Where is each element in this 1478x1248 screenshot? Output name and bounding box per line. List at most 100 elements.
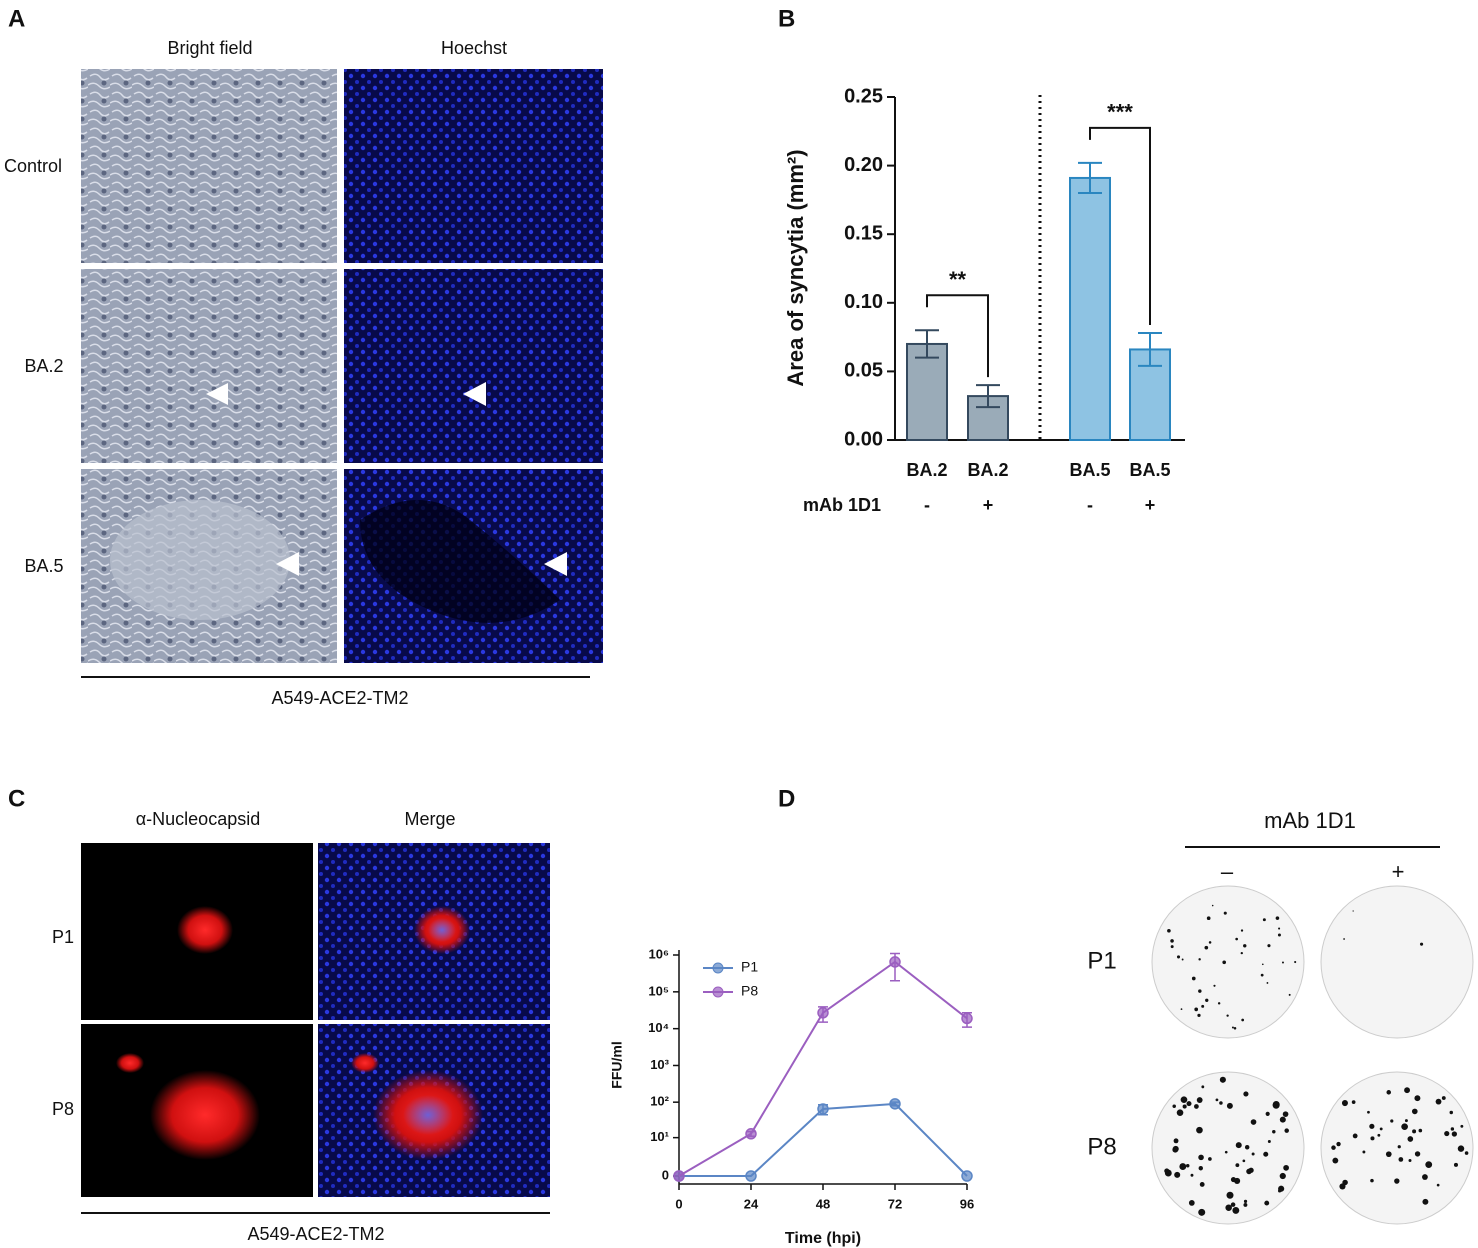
x-tick-label: BA.2	[906, 460, 947, 480]
focus	[1223, 911, 1227, 915]
column-label: –	[1221, 859, 1234, 884]
focus	[1464, 1151, 1469, 1155]
focus	[1294, 960, 1297, 964]
focus	[1367, 1110, 1370, 1114]
focus	[1260, 973, 1264, 977]
x-tick-label: BA.5	[1129, 460, 1170, 480]
row-label: P8	[1087, 1133, 1116, 1160]
y-tick-label: 0	[662, 1167, 669, 1182]
point	[817, 1103, 829, 1115]
panel-c	[81, 843, 550, 1214]
point	[961, 1170, 973, 1182]
focus	[1407, 1136, 1414, 1142]
focus	[1222, 960, 1227, 965]
focus	[1352, 1133, 1358, 1139]
y-tick-label: 10³	[650, 1057, 669, 1072]
error-bar	[1138, 331, 1162, 367]
column-label: α-Nucleocapsid	[136, 809, 260, 829]
panel-letter: D	[778, 785, 795, 812]
bar	[1069, 176, 1111, 441]
focus	[1242, 1159, 1246, 1163]
focus	[1188, 1200, 1195, 1206]
stain	[116, 1053, 144, 1073]
focus	[1198, 1208, 1206, 1216]
y-tick-label: 0.00	[844, 428, 883, 450]
significance-bracket	[1089, 126, 1151, 325]
treatment-label: -	[1087, 495, 1093, 515]
focus	[1240, 929, 1244, 932]
focus	[1341, 1100, 1348, 1107]
focus	[1180, 1008, 1183, 1010]
focus	[1194, 1007, 1199, 1012]
focus	[1201, 1085, 1205, 1089]
error-bar	[976, 384, 1000, 409]
x-tick-label: BA.2	[967, 460, 1008, 480]
focus	[1331, 1145, 1336, 1150]
focus	[1332, 1157, 1339, 1164]
focus	[1234, 1177, 1241, 1185]
y-tick-label: 10¹	[650, 1129, 669, 1144]
column-label: +	[1392, 859, 1405, 884]
focus	[1283, 1164, 1289, 1171]
panel-a	[81, 69, 603, 678]
focus	[1198, 989, 1202, 993]
focus	[1190, 1173, 1194, 1177]
focus	[1213, 984, 1216, 987]
focus	[1235, 1142, 1242, 1149]
focus	[1412, 1129, 1417, 1134]
plate-title: mAb 1D1	[1264, 808, 1356, 833]
stain	[428, 918, 456, 942]
focus	[1449, 1110, 1454, 1115]
focus	[1224, 1150, 1228, 1154]
focus	[1279, 1116, 1286, 1123]
focus	[1460, 1124, 1464, 1128]
focus	[1267, 1139, 1271, 1143]
focus	[1351, 1100, 1356, 1104]
focus	[1205, 998, 1209, 1002]
point	[745, 1170, 757, 1182]
focus	[1232, 1206, 1240, 1214]
focus	[1277, 933, 1281, 937]
focus	[1196, 1126, 1203, 1134]
focus	[1272, 1130, 1276, 1134]
image	[81, 69, 337, 263]
focus	[1414, 1151, 1421, 1157]
arrowhead	[276, 552, 299, 576]
image	[344, 269, 603, 463]
focus	[1404, 1087, 1410, 1094]
focus	[1243, 1199, 1248, 1204]
point	[673, 1170, 685, 1182]
treatment-label: +	[1145, 495, 1156, 515]
focus	[1414, 1095, 1421, 1102]
focus	[1217, 1002, 1221, 1005]
focus	[1453, 1162, 1458, 1167]
focus	[1352, 910, 1354, 912]
focus	[1251, 1152, 1255, 1156]
group-label: mAb 1D1	[803, 495, 881, 515]
focus	[1408, 1159, 1412, 1162]
focus	[1450, 1127, 1455, 1131]
legend-marker	[712, 962, 724, 974]
stain	[351, 1053, 379, 1073]
focus	[1370, 1136, 1375, 1141]
focus	[1170, 939, 1174, 943]
point	[961, 1012, 973, 1025]
y-axis-label: FFU/ml	[609, 1041, 625, 1088]
focus	[1457, 1145, 1465, 1152]
focus	[1219, 1076, 1226, 1083]
row-label: P1	[1087, 947, 1116, 974]
panel-letter: C	[8, 785, 25, 812]
arrowhead	[544, 552, 567, 576]
y-tick-label: 0.05	[844, 360, 883, 382]
focus	[1226, 1191, 1234, 1199]
significance-bracket	[926, 294, 989, 378]
x-tick-label: 72	[888, 1196, 902, 1211]
focus	[1201, 1004, 1205, 1008]
column-label: Bright field	[167, 38, 252, 58]
focus	[1215, 1098, 1219, 1102]
focus	[1411, 1108, 1418, 1115]
focus	[1288, 993, 1291, 996]
focus	[1170, 945, 1174, 949]
row-label: P1	[52, 927, 74, 947]
focus	[1176, 1109, 1184, 1116]
